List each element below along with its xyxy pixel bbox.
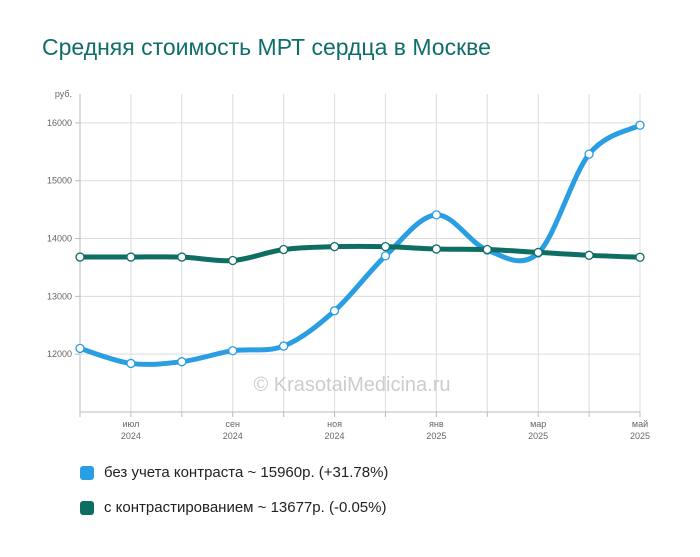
series-line-contrast <box>77 243 643 264</box>
x-tick-label-month: май <box>632 419 648 429</box>
data-point-no-contrast <box>177 357 187 367</box>
x-tick-label-year: 2024 <box>223 431 243 441</box>
data-point-contrast <box>126 252 136 262</box>
data-point-no-contrast <box>431 210 442 220</box>
legend-label-no-contrast: без учета контраста ~ 15960р. (+31.78%) <box>104 464 389 481</box>
data-point-contrast <box>177 252 187 262</box>
legend-swatch-no-contrast <box>80 465 94 480</box>
x-tick-label-year: 2025 <box>528 431 548 441</box>
y-tick-label: 16000 <box>47 118 72 128</box>
data-point-no-contrast <box>635 120 645 130</box>
x-tick-label-month: янв <box>429 419 444 429</box>
x-tick-label-month: июл <box>122 419 139 429</box>
data-point-contrast <box>278 244 289 255</box>
data-point-contrast <box>635 252 645 262</box>
data-point-contrast <box>380 241 391 252</box>
legend-swatch-contrast <box>80 500 94 515</box>
data-point-no-contrast <box>126 358 136 369</box>
data-point-no-contrast <box>329 306 340 316</box>
x-tick-label-year: 2024 <box>121 431 141 441</box>
x-tick-label-year: 2025 <box>426 431 446 441</box>
data-point-no-contrast <box>584 149 594 159</box>
x-tick-label-year: 2024 <box>325 431 345 441</box>
data-point-no-contrast <box>75 343 85 354</box>
y-tick-label: 12000 <box>47 349 72 359</box>
data-point-contrast <box>533 247 543 258</box>
y-tick-label: 14000 <box>47 234 72 244</box>
data-point-contrast <box>75 252 85 262</box>
legend-label-contrast: с контрастированием ~ 13677р. (-0.05%) <box>104 499 387 516</box>
data-point-no-contrast <box>380 251 391 261</box>
data-point-no-contrast <box>278 341 289 351</box>
data-point-contrast <box>329 241 340 252</box>
x-tick-label-month: ноя <box>327 419 342 429</box>
data-point-contrast <box>431 244 442 254</box>
watermark: © KrasotaiMedicina.ru <box>253 374 450 396</box>
legend-item-contrast[interactable]: с контрастированием ~ 13677р. (-0.05%) <box>80 499 386 516</box>
y-axis-unit-label: руб. <box>55 89 72 99</box>
data-point-no-contrast <box>228 346 238 356</box>
data-point-contrast <box>228 255 238 266</box>
x-tick-label-month: мар <box>530 419 546 429</box>
data-point-contrast <box>482 244 492 255</box>
chart-title: Средняя стоимость МРТ сердца в Москве <box>42 34 491 60</box>
x-tick-label-month: сен <box>225 419 240 429</box>
x-tick-label-year: 2025 <box>630 431 650 441</box>
legend-item-no-contrast[interactable]: без учета контраста ~ 15960р. (+31.78%) <box>80 464 388 481</box>
data-point-contrast <box>584 250 594 260</box>
y-tick-label: 15000 <box>47 176 72 186</box>
y-tick-label: 13000 <box>47 291 72 301</box>
